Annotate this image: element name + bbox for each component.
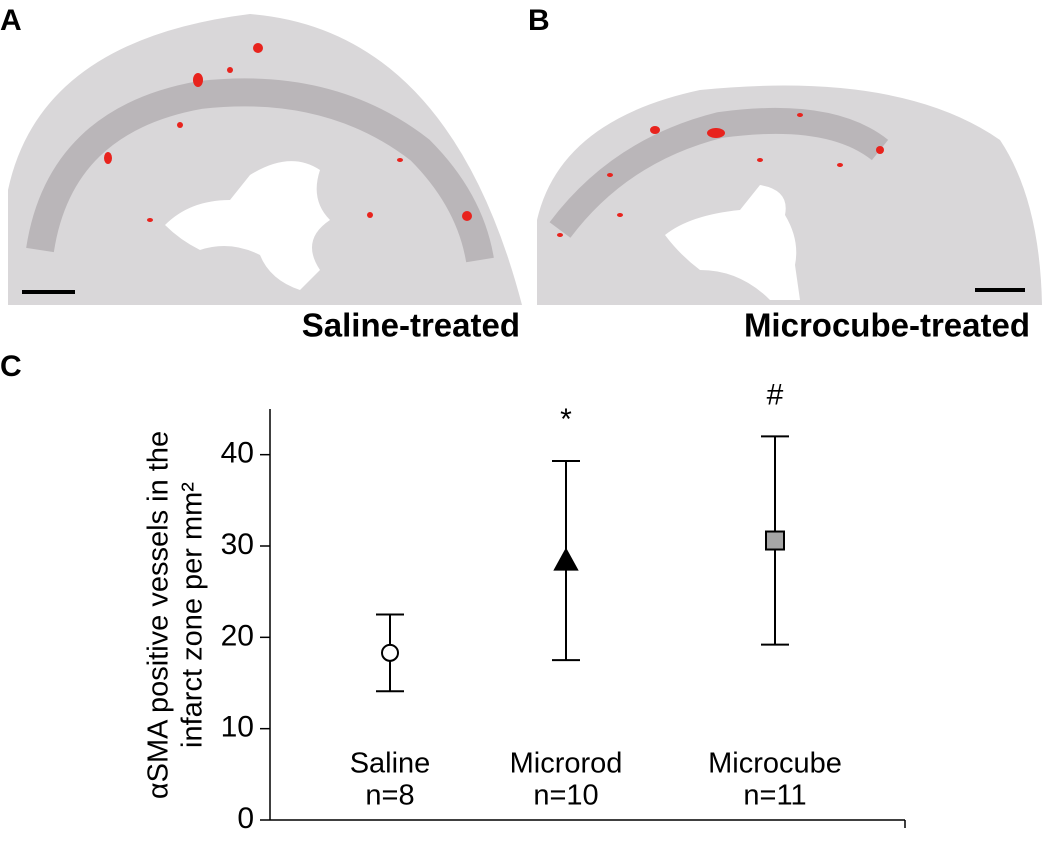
panel-caption: Microcube-treated	[744, 307, 1030, 344]
point	[765, 530, 785, 551]
x-tick-label: Microcube	[708, 748, 842, 780]
panel-label: C	[0, 350, 22, 383]
point	[381, 643, 399, 662]
y-axis-label: αSMA positive vessels in the	[143, 431, 175, 799]
point	[553, 547, 579, 571]
y-tick-label: 30	[221, 528, 254, 561]
annotation: #	[767, 378, 784, 411]
n-label: n=11	[743, 780, 806, 812]
panel-label: B	[528, 4, 550, 37]
n-label: n=8	[365, 780, 414, 812]
n-label: n=10	[533, 780, 598, 812]
x-tick-label: Microrod	[510, 748, 623, 780]
y-tick-label: 0	[237, 802, 254, 835]
y-axis-label: infarct zone per mm²	[177, 482, 209, 748]
micrograph-b	[537, 85, 1042, 305]
panel-label: A	[0, 4, 22, 37]
micrograph-a	[8, 14, 522, 305]
x-tick-label: Saline	[350, 748, 431, 780]
y-tick-label: 20	[221, 619, 254, 652]
y-tick-label: 40	[221, 437, 254, 470]
panel-caption: Saline-treated	[302, 307, 520, 344]
annotation: *	[560, 403, 572, 436]
y-tick-label: 10	[221, 711, 254, 744]
